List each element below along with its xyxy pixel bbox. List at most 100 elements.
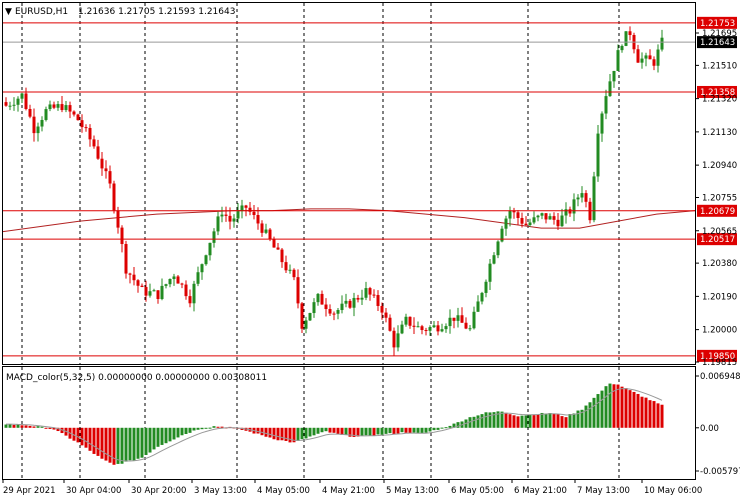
macd-bar [284, 427, 288, 441]
macd-bar [124, 427, 128, 462]
candle-body [412, 325, 416, 327]
candle-body [468, 328, 472, 330]
candle-body [400, 324, 404, 334]
macd-tick-label: 0.00 [700, 424, 719, 434]
candle-body [212, 231, 216, 243]
macd-bar [92, 427, 96, 454]
candle-body [52, 104, 56, 108]
candle-body [416, 326, 420, 328]
candle-body [108, 171, 112, 184]
macd-bar [192, 427, 196, 431]
macd-bar [344, 427, 348, 435]
macd-bar [472, 416, 476, 428]
candle-body [348, 300, 352, 308]
macd-bar [532, 415, 536, 428]
price-tick-label: 1.21320 [702, 95, 737, 105]
candle-body [308, 313, 312, 321]
price-tick-label: 1.20190 [702, 292, 737, 302]
macd-bar [36, 426, 40, 428]
candle-body [76, 114, 80, 121]
macd-bar [8, 424, 12, 428]
candle-body [44, 109, 48, 120]
candle-body [124, 244, 128, 274]
macd-bar [316, 427, 320, 434]
macd-bar [100, 427, 104, 459]
candle-body [120, 227, 124, 245]
candle-body [480, 292, 484, 302]
candle-body [40, 119, 44, 127]
macd-bar [360, 427, 364, 436]
macd-bar [400, 427, 404, 433]
macd-bar [264, 427, 268, 437]
macd-bar [292, 427, 296, 443]
candle-body [128, 273, 132, 275]
macd-bar [452, 423, 456, 428]
macd-bar [180, 427, 184, 436]
candle-body [548, 216, 552, 220]
price-tick-label: 1.20940 [702, 161, 737, 171]
candle-body [56, 104, 60, 108]
candle-body [448, 317, 452, 327]
candle-body [428, 327, 432, 331]
candle-body [36, 126, 40, 134]
macd-bar [356, 427, 360, 437]
candle-body [488, 263, 492, 282]
candle-body [104, 168, 108, 172]
candle-body [68, 105, 72, 112]
candle-body [188, 296, 192, 304]
macd-bar [212, 426, 216, 428]
macd-bar [188, 427, 192, 433]
horizontal-levels[interactable]: 1.21753 1.21358 1.20679 1.20517 1.19850 1.216… [3, 16, 737, 362]
ohlc-values: 1.21636 1.21705 1.21593 1.21643 [78, 7, 235, 17]
macd-bar [268, 427, 272, 438]
macd-bar [616, 384, 620, 428]
candle-body [60, 104, 64, 111]
macd-bar [16, 424, 20, 428]
macd-bar [628, 390, 632, 428]
candle-body [88, 127, 92, 140]
price-tick-label: 1.21695 [702, 29, 737, 39]
symbol-arrow-icon[interactable]: ▼ [5, 7, 12, 17]
macd-bar [220, 426, 224, 428]
macd-bar [4, 424, 8, 428]
macd-bar [632, 391, 636, 428]
macd-bar [116, 427, 120, 464]
candle-body [80, 120, 84, 128]
candle-body [332, 313, 336, 315]
macd-bar [500, 411, 504, 428]
macd-bar [216, 426, 220, 428]
current-price-label: 1.21643 [700, 38, 735, 48]
candle-body [28, 108, 32, 117]
candle-body [508, 211, 512, 219]
candle-body [580, 193, 584, 198]
macd-bar [144, 427, 148, 455]
macd-bar [184, 427, 188, 434]
macd-bar [312, 427, 316, 436]
time-label: 4 May 05:00 [257, 486, 310, 496]
macd-tick-label: 0.0069486 [700, 372, 740, 382]
time-label: 30 Apr 20:00 [131, 486, 186, 496]
candle-body [620, 45, 624, 51]
macd-bar [324, 427, 328, 432]
macd-bar [524, 415, 528, 428]
candle-body [252, 211, 256, 215]
candle-body [472, 311, 476, 329]
macd-bar [332, 427, 336, 433]
macd-bar [172, 427, 176, 440]
level-price-label: 1.20517 [700, 235, 735, 245]
macd-bar [96, 427, 100, 456]
macd-bar [320, 427, 324, 433]
macd-bar [544, 413, 548, 428]
candle-body [344, 300, 348, 304]
macd-bar [648, 400, 652, 428]
candle-body [196, 272, 200, 284]
candle-body [572, 199, 576, 214]
macd-bar [20, 425, 24, 428]
candle-body [140, 285, 144, 287]
candle-body [96, 146, 100, 159]
candle-body [460, 315, 464, 323]
macd-bar [384, 427, 388, 434]
candle-body [396, 333, 400, 348]
